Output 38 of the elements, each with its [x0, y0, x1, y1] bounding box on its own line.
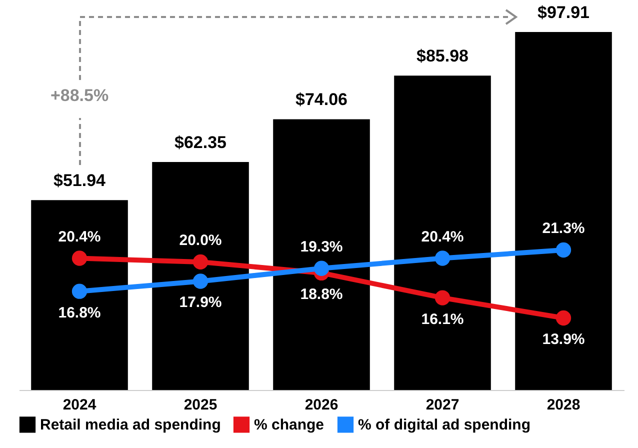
- data-label: $85.98: [416, 46, 468, 66]
- legend-label: % of digital ad spending: [358, 416, 530, 434]
- point: [314, 260, 330, 276]
- data-label: 20.4%: [421, 228, 464, 246]
- data-label: 20.4%: [58, 228, 101, 246]
- annotation: +88.5%: [50, 86, 109, 105]
- point: [434, 290, 450, 306]
- bar: [394, 76, 491, 390]
- x-tick-label: 2026: [304, 396, 338, 414]
- x-tick-label: 2024: [62, 396, 97, 414]
- data-label: 16.8%: [58, 304, 101, 322]
- bar: [273, 119, 370, 390]
- data-label: $51.94: [54, 171, 106, 190]
- point: [72, 250, 88, 266]
- point: [556, 310, 572, 326]
- data-label: $74.06: [296, 90, 348, 110]
- data-label: 16.1%: [421, 310, 464, 328]
- data-label: 20.0%: [179, 232, 222, 249]
- point: [72, 284, 88, 299]
- bar: [152, 162, 249, 390]
- bar: [31, 200, 128, 390]
- legend-label: Retail media ad spending: [40, 416, 221, 434]
- data-label: 19.3%: [300, 238, 343, 256]
- point: [192, 274, 208, 289]
- point: [434, 250, 450, 266]
- data-label: 21.3%: [542, 220, 585, 237]
- x-tick-label: 2025: [184, 396, 218, 414]
- x-tick-label: 2028: [546, 396, 580, 414]
- x-tick-label: 2027: [426, 396, 460, 414]
- data-label: $97.91: [538, 3, 590, 22]
- data-label: 17.9%: [179, 294, 222, 312]
- point: [556, 242, 572, 258]
- data-label: 18.8%: [300, 286, 343, 303]
- bar: [515, 32, 612, 390]
- data-label: $62.35: [174, 133, 226, 152]
- point: [192, 254, 208, 270]
- data-label: 13.9%: [542, 331, 585, 348]
- legend-label: % change: [254, 416, 324, 434]
